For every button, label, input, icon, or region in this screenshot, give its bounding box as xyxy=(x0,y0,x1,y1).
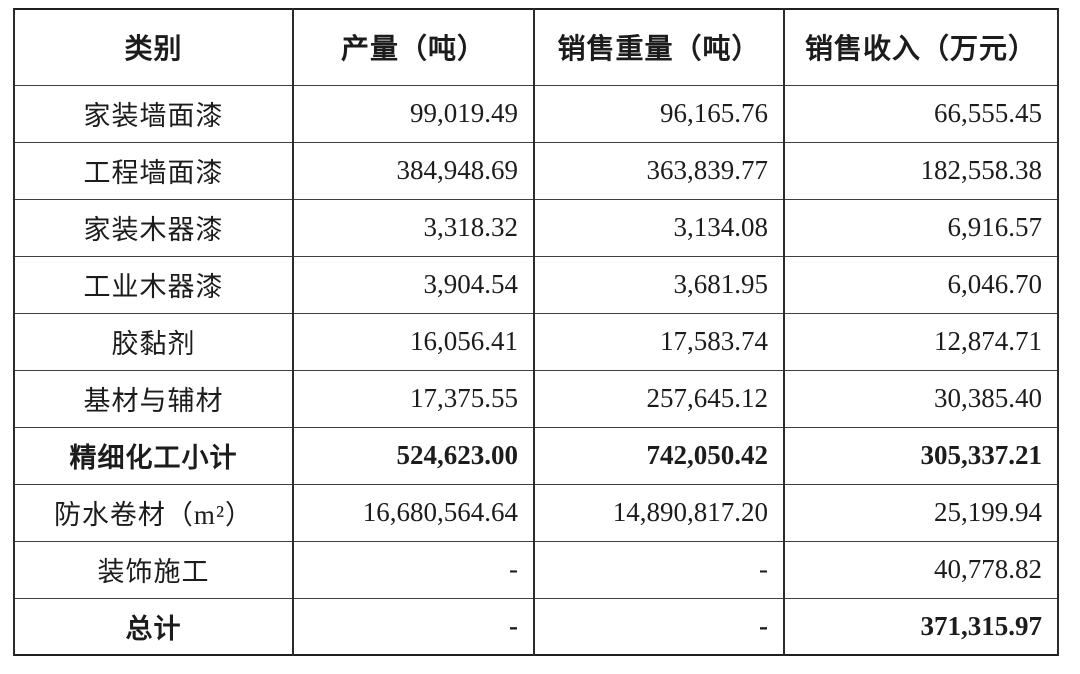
table-row: 家装墙面漆 99,019.49 96,165.76 66,555.45 xyxy=(13,84,1059,143)
sales-revenue-cell: 12,874.71 xyxy=(783,312,1059,371)
production-cell: 3,318.32 xyxy=(292,198,535,257)
category-cell: 胶黏剂 xyxy=(13,312,294,371)
sales-revenue-cell: 40,778.82 xyxy=(783,540,1059,599)
header-production: 产量（吨） xyxy=(292,8,535,86)
sales-weight-cell: - xyxy=(533,540,785,599)
production-cell: - xyxy=(292,540,535,599)
production-cell: 99,019.49 xyxy=(292,84,535,143)
sales-weight-cell: 3,681.95 xyxy=(533,255,785,314)
sales-revenue-cell: 182,558.38 xyxy=(783,141,1059,200)
table-row: 基材与辅材 17,375.55 257,645.12 30,385.40 xyxy=(13,369,1059,428)
production-cell: 3,904.54 xyxy=(292,255,535,314)
table-body: 家装墙面漆 99,019.49 96,165.76 66,555.45 工程墙面… xyxy=(13,84,1059,656)
sales-weight-cell: 363,839.77 xyxy=(533,141,785,200)
production-cell: - xyxy=(292,597,535,656)
production-cell: 524,623.00 xyxy=(292,426,535,485)
sales-revenue-cell: 305,337.21 xyxy=(783,426,1059,485)
sales-weight-cell: - xyxy=(533,597,785,656)
sales-weight-cell: 14,890,817.20 xyxy=(533,483,785,542)
category-cell: 家装墙面漆 xyxy=(13,84,294,143)
header-row: 类别 产量（吨） 销售重量（吨） 销售收入（万元） xyxy=(13,8,1059,86)
sales-revenue-cell: 66,555.45 xyxy=(783,84,1059,143)
category-cell: 总计 xyxy=(13,597,294,656)
category-cell: 工业木器漆 xyxy=(13,255,294,314)
table-row: 胶黏剂 16,056.41 17,583.74 12,874.71 xyxy=(13,312,1059,371)
table-row: 工程墙面漆 384,948.69 363,839.77 182,558.38 xyxy=(13,141,1059,200)
header-sales-weight: 销售重量（吨） xyxy=(533,8,785,86)
table-row: 工业木器漆 3,904.54 3,681.95 6,046.70 xyxy=(13,255,1059,314)
production-cell: 16,680,564.64 xyxy=(292,483,535,542)
production-cell: 16,056.41 xyxy=(292,312,535,371)
sales-weight-cell: 257,645.12 xyxy=(533,369,785,428)
sales-weight-cell: 742,050.42 xyxy=(533,426,785,485)
sales-revenue-cell: 25,199.94 xyxy=(783,483,1059,542)
sales-revenue-cell: 30,385.40 xyxy=(783,369,1059,428)
table-row: 装饰施工 - - 40,778.82 xyxy=(13,540,1059,599)
sales-revenue-cell: 6,916.57 xyxy=(783,198,1059,257)
sales-revenue-cell: 371,315.97 xyxy=(783,597,1059,656)
category-cell: 精细化工小计 xyxy=(13,426,294,485)
table-row: 防水卷材（m²） 16,680,564.64 14,890,817.20 25,… xyxy=(13,483,1059,542)
header-category: 类别 xyxy=(13,8,294,86)
category-cell: 装饰施工 xyxy=(13,540,294,599)
category-cell: 工程墙面漆 xyxy=(13,141,294,200)
table-row: 家装木器漆 3,318.32 3,134.08 6,916.57 xyxy=(13,198,1059,257)
table-row: 精细化工小计 524,623.00 742,050.42 305,337.21 xyxy=(13,426,1059,485)
header-sales-revenue: 销售收入（万元） xyxy=(783,8,1059,86)
table-row: 总计 - - 371,315.97 xyxy=(13,597,1059,656)
category-cell: 基材与辅材 xyxy=(13,369,294,428)
category-cell: 防水卷材（m²） xyxy=(13,483,294,542)
table-header: 类别 产量（吨） 销售重量（吨） 销售收入（万元） xyxy=(13,8,1059,86)
production-cell: 17,375.55 xyxy=(292,369,535,428)
sales-weight-cell: 96,165.76 xyxy=(533,84,785,143)
production-sales-table: 类别 产量（吨） 销售重量（吨） 销售收入（万元） 家装墙面漆 99,019.4… xyxy=(13,8,1059,656)
sales-weight-cell: 17,583.74 xyxy=(533,312,785,371)
sales-weight-cell: 3,134.08 xyxy=(533,198,785,257)
category-cell: 家装木器漆 xyxy=(13,198,294,257)
sales-revenue-cell: 6,046.70 xyxy=(783,255,1059,314)
production-cell: 384,948.69 xyxy=(292,141,535,200)
